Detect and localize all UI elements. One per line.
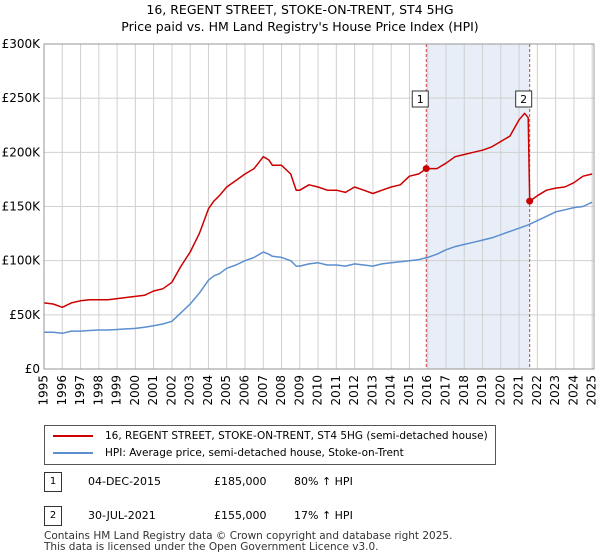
x-tick-label: 2007 bbox=[256, 375, 270, 406]
x-tick-label: 2012 bbox=[347, 375, 361, 406]
x-tick-label: 2003 bbox=[183, 375, 197, 406]
x-tick-label: 2009 bbox=[292, 375, 306, 406]
x-tick-label: 2010 bbox=[311, 375, 325, 406]
x-tick-label: 2011 bbox=[329, 375, 343, 406]
y-tick-label: £0 bbox=[25, 362, 40, 376]
property-price-line bbox=[43, 112, 593, 309]
footer-line-2: This data is licensed under the Open Gov… bbox=[44, 541, 379, 553]
sale-label-box bbox=[411, 90, 429, 108]
sale-date: 30-JUL-2021 bbox=[88, 509, 156, 522]
x-tick-label: 2006 bbox=[237, 375, 251, 406]
x-tick-label: 2025 bbox=[585, 375, 599, 406]
sale-label: 2 bbox=[520, 93, 527, 106]
sale-marker-label: 1 bbox=[44, 472, 62, 492]
x-tick-label: 2017 bbox=[438, 375, 452, 406]
x-tick-label: 2005 bbox=[219, 375, 233, 406]
legend-item-property: 16, REGENT STREET, STOKE-ON-TRENT, ST4 5… bbox=[53, 428, 488, 444]
x-tick-label: 2021 bbox=[512, 375, 526, 406]
x-tick-label: 2015 bbox=[402, 375, 416, 406]
table-row: 1 04-DEC-2015 £185,000 80% ↑ HPI bbox=[44, 472, 584, 494]
y-tick-label: £250K bbox=[2, 91, 42, 105]
y-tick-label: £150K bbox=[2, 200, 42, 214]
sale-hpi-change: 17% ↑ HPI bbox=[294, 509, 353, 522]
x-tick-label: 1999 bbox=[110, 375, 124, 406]
legend-swatch-hpi bbox=[53, 452, 93, 454]
x-tick-label: 1995 bbox=[37, 375, 51, 406]
x-tick-label: 1997 bbox=[73, 375, 87, 406]
x-tick-label: 2004 bbox=[201, 375, 215, 406]
legend-label-property: 16, REGENT STREET, STOKE-ON-TRENT, ST4 5… bbox=[105, 430, 488, 442]
x-tick-label: 2022 bbox=[530, 375, 544, 406]
y-tick-label: £100K bbox=[2, 254, 42, 268]
y-tick-label: £50K bbox=[9, 308, 41, 322]
x-tick-label: 2014 bbox=[384, 375, 398, 406]
x-tick-label: 1998 bbox=[91, 375, 105, 406]
x-tick-label: 2002 bbox=[164, 375, 178, 406]
sale-point bbox=[422, 165, 430, 173]
legend: 16, REGENT STREET, STOKE-ON-TRENT, ST4 5… bbox=[44, 425, 496, 465]
price-chart: £0 £50K £100K £150K £200K £250K £300K 1995 1996 1… bbox=[2, 37, 599, 406]
x-tick-label: 2000 bbox=[128, 375, 142, 406]
sale-label: 1 bbox=[417, 93, 424, 106]
footer-line-1: Contains HM Land Registry data © Crown c… bbox=[44, 530, 453, 542]
y-tick-label: £300K bbox=[2, 37, 42, 51]
x-tick-label: 2024 bbox=[566, 375, 580, 406]
x-tick-label: 2020 bbox=[493, 375, 507, 406]
table-row: 2 30-JUL-2021 £155,000 17% ↑ HPI bbox=[44, 506, 584, 528]
hpi-line bbox=[44, 201, 593, 335]
sale-label-box bbox=[515, 90, 533, 108]
x-tick-label: 2001 bbox=[146, 375, 160, 406]
x-tick-label: 1996 bbox=[55, 375, 69, 406]
sale-price: £155,000 bbox=[214, 509, 267, 522]
sale-marker-label: 2 bbox=[44, 506, 62, 526]
x-tick-label: 2023 bbox=[548, 375, 562, 406]
legend-item-hpi: HPI: Average price, semi-detached house,… bbox=[53, 445, 404, 461]
x-tick-label: 2016 bbox=[420, 375, 434, 406]
footer: Contains HM Land Registry data © Crown c… bbox=[44, 531, 452, 553]
sale-point bbox=[526, 197, 534, 205]
y-tick-label: £200K bbox=[2, 145, 42, 159]
legend-label-hpi: HPI: Average price, semi-detached house,… bbox=[105, 447, 404, 459]
x-tick-label: 2018 bbox=[457, 375, 471, 406]
chart-subtitle: Price paid vs. HM Land Registry's House … bbox=[121, 19, 479, 34]
plot-border bbox=[43, 43, 595, 370]
chart-title: 16, REGENT STREET, STOKE-ON-TRENT, ST4 5… bbox=[146, 2, 454, 17]
sale-date: 04-DEC-2015 bbox=[88, 475, 162, 488]
x-tick-label: 2008 bbox=[274, 375, 288, 406]
sale-price: £185,000 bbox=[214, 475, 267, 488]
legend-swatch-property bbox=[53, 435, 93, 437]
x-tick-label: 2019 bbox=[475, 375, 489, 406]
sale-hpi-change: 80% ↑ HPI bbox=[294, 475, 353, 488]
x-tick-label: 2013 bbox=[365, 375, 379, 406]
